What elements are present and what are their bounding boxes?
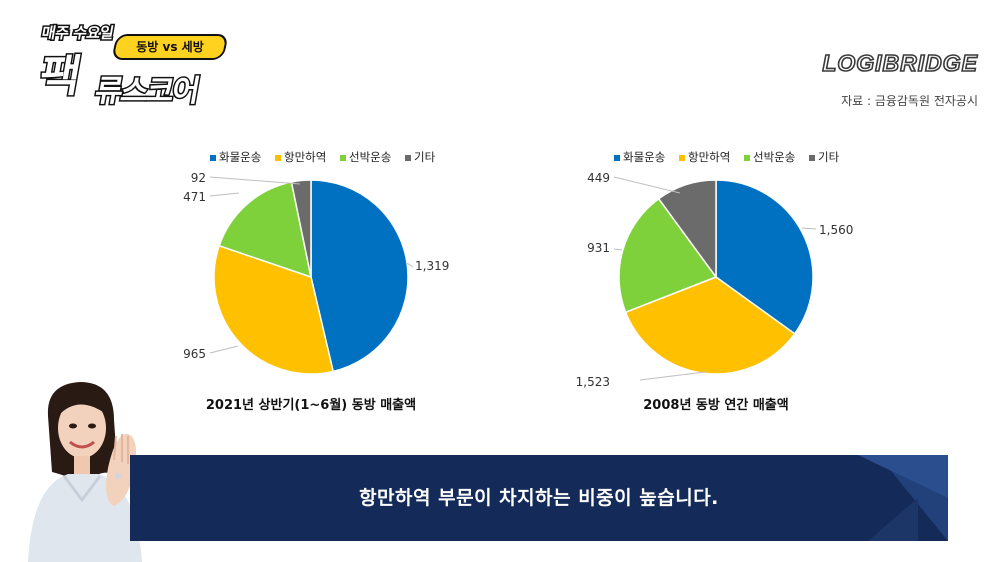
caption-banner: 항만하역 부문이 차지하는 비중이 높습니다. — [130, 455, 948, 541]
leader-line — [209, 192, 240, 197]
legend-label: 기타 — [818, 150, 840, 164]
pie-slice-기타 — [290, 179, 312, 278]
banner-decoration — [868, 498, 918, 541]
data-label: 965 — [183, 347, 206, 361]
caption-text: 항만하역 부문이 차지하는 비중이 높습니다. — [359, 487, 719, 509]
data-label: 471 — [183, 190, 206, 204]
legend-swatch — [210, 155, 216, 161]
legend-swatch — [340, 155, 346, 161]
legend-label: 기타 — [414, 150, 436, 164]
data-label: 1,523 — [576, 375, 610, 389]
legend-label: 화물운송 — [623, 150, 665, 164]
source-note: 자료 : 금융감독원 전자공시 — [841, 94, 978, 108]
data-label: 1,560 — [819, 223, 853, 237]
chart-title: 2008년 동방 연간 매출액 — [643, 397, 788, 413]
data-label: 931 — [587, 241, 610, 255]
pie-slice-선박운송 — [618, 197, 718, 314]
leader-line — [209, 176, 301, 185]
data-label: 449 — [587, 171, 610, 185]
pie-chart-1: 1,319 965 471 92 화물운송 항만하역 선박운송 기타 2021년 상반기(1~6… — [183, 150, 449, 413]
legend-swatch — [275, 155, 281, 161]
brand-logo: LOGIBRIDGE — [822, 49, 978, 77]
legend-label: 화물운송 — [219, 150, 261, 164]
leader-line — [801, 227, 817, 230]
pie-slice-기타 — [657, 179, 717, 280]
charts-canvas: 1,319 965 471 92 화물운송 항만하역 선박운송 기타 2021년 상반기(1~6… — [183, 150, 854, 413]
legend-swatch — [809, 155, 815, 161]
leader-line — [613, 248, 623, 251]
legend-swatch — [744, 155, 750, 161]
banner-decoration — [858, 455, 948, 498]
leader-line — [209, 345, 239, 354]
data-label: 92 — [191, 171, 206, 185]
pie-slice-선박운송 — [218, 181, 312, 279]
leader-line — [639, 371, 706, 381]
legend-label: 항만하역 — [688, 150, 730, 164]
legend-label: 선박운송 — [753, 150, 795, 164]
pie-slice-화물운송 — [715, 179, 814, 335]
legend-swatch — [614, 155, 620, 161]
legend-swatch — [679, 155, 685, 161]
leader-line — [406, 262, 414, 268]
legend-label: 선박운송 — [349, 150, 391, 164]
pie-chart-2: 1,560 1,523 931 449 화물운송 항만하역 선박운송 기타 2008년 동방 연… — [576, 150, 854, 413]
presenter-image — [28, 382, 142, 562]
chart-title: 2021년 상반기(1~6월) 동방 매출액 — [206, 397, 416, 413]
legend-swatch — [405, 155, 411, 161]
leader-line — [613, 176, 681, 194]
pie-slice-항만하역 — [213, 244, 335, 375]
pie-slice-항만하역 — [624, 276, 796, 375]
pie-slice-화물운송 — [310, 179, 409, 373]
data-label: 1,319 — [415, 259, 449, 273]
legend-label: 항만하역 — [284, 150, 326, 164]
